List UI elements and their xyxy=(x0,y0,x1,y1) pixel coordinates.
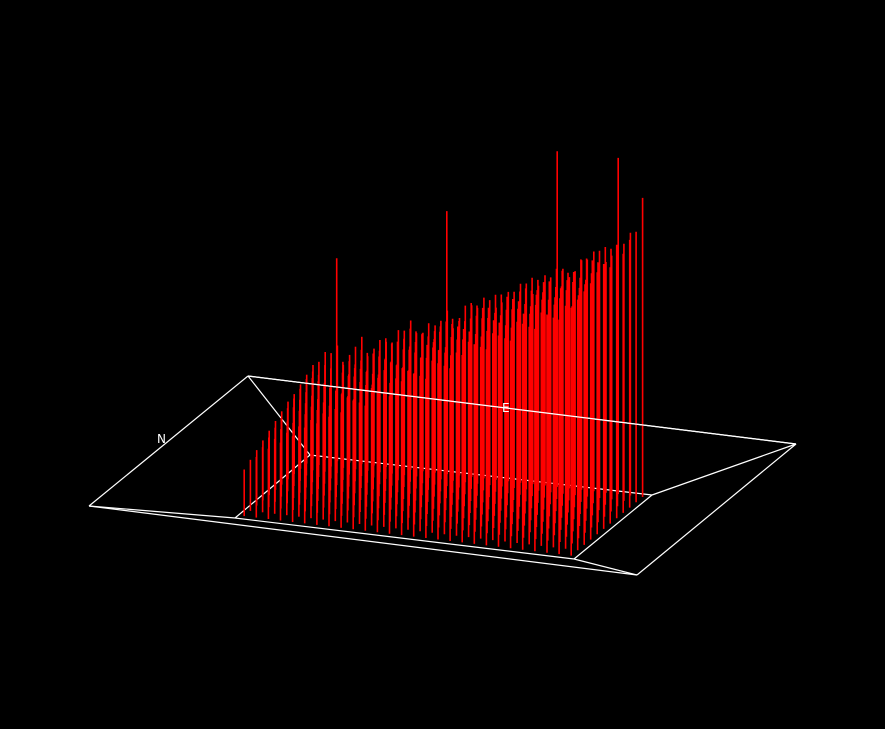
frame-edge-west xyxy=(636,443,797,576)
frame-bevel-front xyxy=(573,558,638,576)
box-frame-front xyxy=(88,375,797,576)
frame-inner-edge-right xyxy=(573,494,653,560)
frame-bevel-right xyxy=(651,443,797,496)
axis-label-north: N xyxy=(157,432,166,446)
frame-edge-south xyxy=(88,505,638,576)
frame-edge-east-over xyxy=(247,375,797,445)
frame-bevel-left xyxy=(88,505,236,519)
frame-inner-edge-left xyxy=(234,454,311,519)
box-frame-back xyxy=(88,375,797,519)
frame-inner-edge-front xyxy=(234,517,575,560)
axis-label-east: E xyxy=(502,401,510,415)
frame-edge-north xyxy=(88,375,249,507)
spike-series xyxy=(243,151,644,556)
